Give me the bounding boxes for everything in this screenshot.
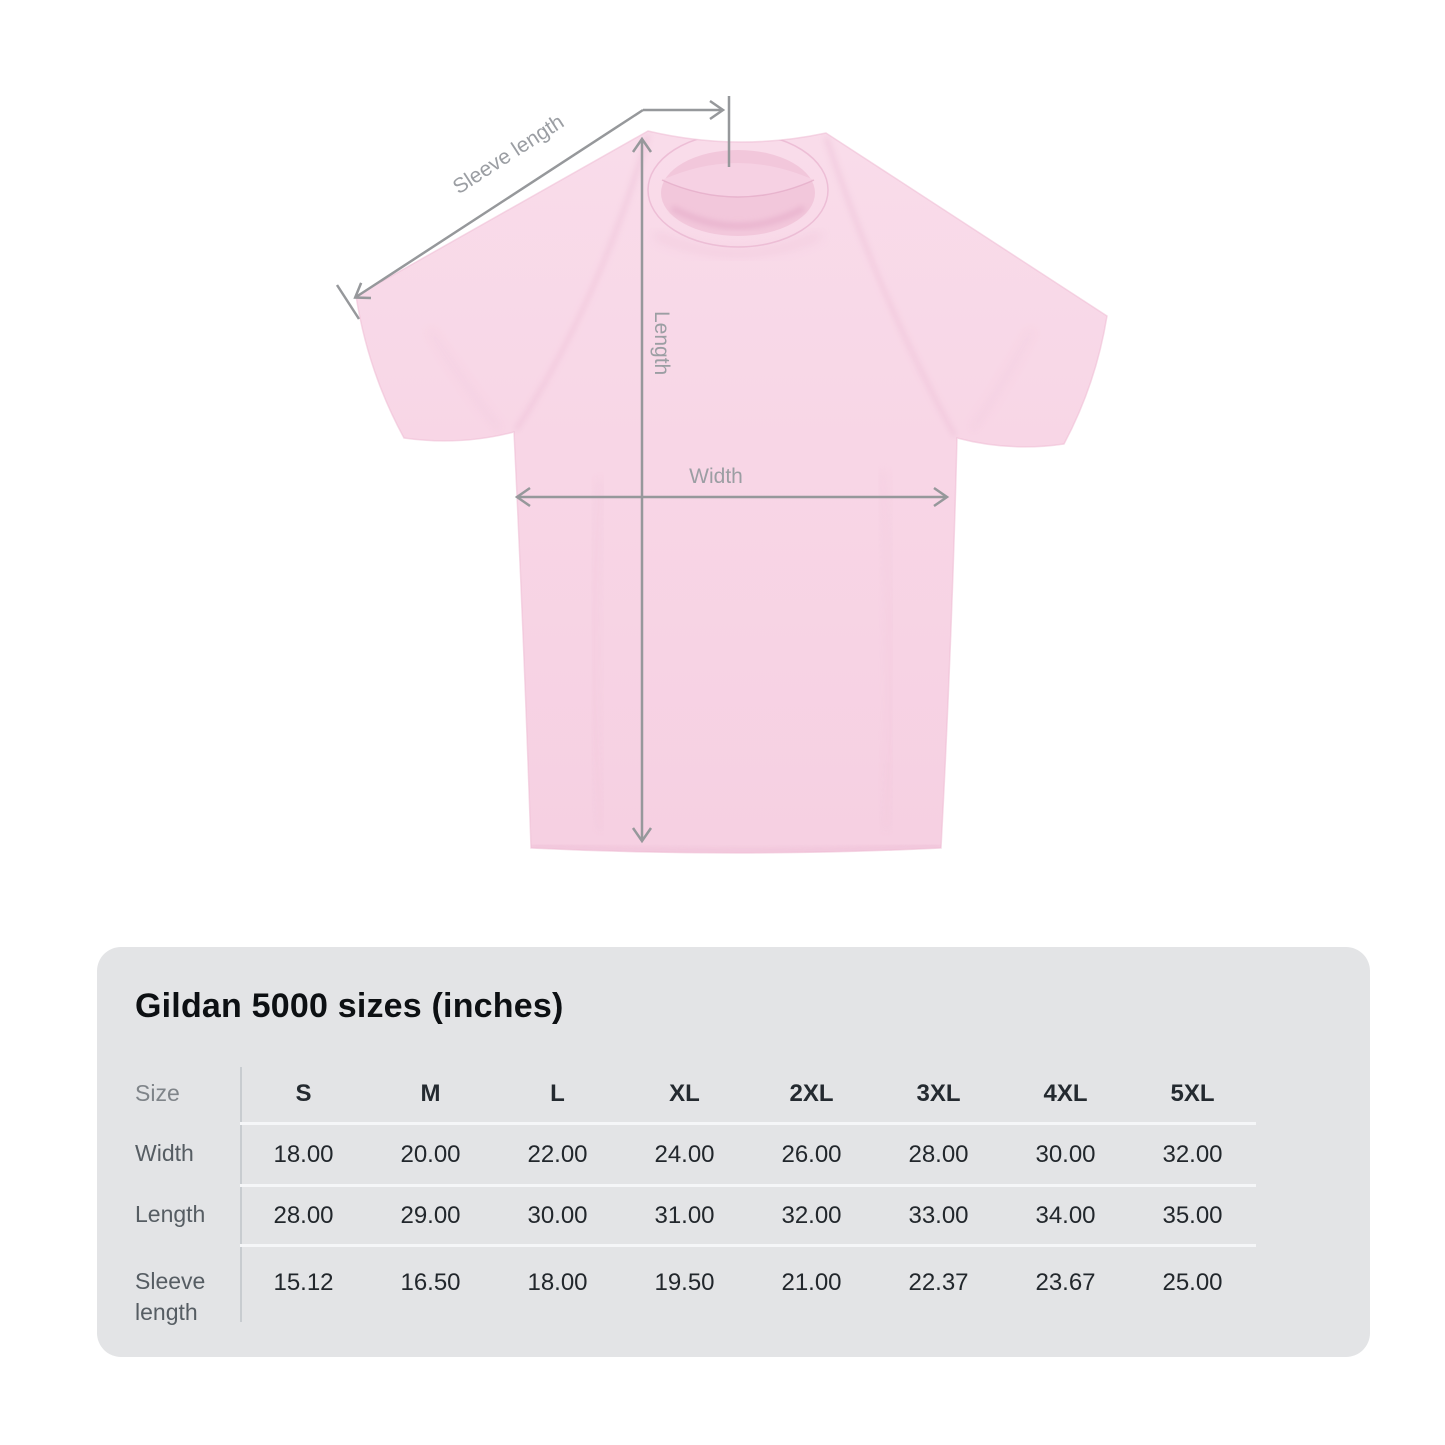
size-value-cell: 35.00 <box>1129 1184 1256 1244</box>
size-column-header: S <box>295 1079 312 1107</box>
row-label: Width <box>135 1139 194 1166</box>
table-corner-label: Size <box>135 1080 180 1106</box>
size-value-cell: 34.00 <box>1002 1184 1129 1244</box>
row-label: Sleeve length <box>135 1268 206 1325</box>
size-value-cell: 28.00 <box>875 1122 1002 1184</box>
size-column-header: L <box>550 1079 565 1107</box>
tshirt-body <box>355 130 1108 854</box>
size-column-header: M <box>420 1079 441 1107</box>
size-column-header: 5XL <box>1170 1079 1215 1107</box>
size-value-cell: 30.00 <box>494 1184 621 1244</box>
size-value-cell: 28.00 <box>240 1184 367 1244</box>
size-value-cell: 23.67 <box>1002 1244 1129 1340</box>
size-chart-card: Gildan 5000 sizes (inches) Size S M L XL 2XL 3… <box>97 947 1370 1357</box>
table-column-divider <box>240 1067 242 1322</box>
size-value-cell: 22.37 <box>875 1244 1002 1340</box>
size-value-cell: 33.00 <box>875 1184 1002 1244</box>
size-value-cell: 21.00 <box>748 1244 875 1340</box>
size-chart-table: Size S M L XL 2XL 3XL 4XL 5XL Width 18.00 20.00 22.0… <box>135 1065 1256 1340</box>
width-label: Width <box>689 465 743 488</box>
tshirt-collar <box>647 132 829 257</box>
size-value-cell: 16.50 <box>367 1244 494 1340</box>
measurement-arrows <box>335 96 950 844</box>
tshirt-illustration <box>355 130 1108 854</box>
size-value-cell: 15.12 <box>240 1244 367 1340</box>
size-chart-title: Gildan 5000 sizes (inches) <box>135 987 564 1025</box>
size-value-cell: 19.50 <box>621 1244 748 1340</box>
size-value-cell: 25.00 <box>1129 1244 1256 1340</box>
size-value-cell: 22.00 <box>494 1122 621 1184</box>
length-label: Length <box>650 311 673 375</box>
size-value-cell: 18.00 <box>494 1244 621 1340</box>
sleeve-arrow-diagonal <box>353 108 644 300</box>
size-column-header: 2XL <box>789 1079 834 1107</box>
size-value-cell: 29.00 <box>367 1184 494 1244</box>
tshirt-measurement-diagram: Sleeve length Length Width <box>335 96 1108 854</box>
size-value-cell: 31.00 <box>621 1184 748 1244</box>
size-column-header: 4XL <box>1043 1079 1088 1107</box>
size-column-header: 3XL <box>916 1079 961 1107</box>
size-value-cell: 32.00 <box>748 1184 875 1244</box>
size-value-cell: 24.00 <box>621 1122 748 1184</box>
size-value-cell: 20.00 <box>367 1122 494 1184</box>
sleeve-end-tick <box>335 284 361 320</box>
size-value-cell: 26.00 <box>748 1122 875 1184</box>
size-value-cell: 30.00 <box>1002 1122 1129 1184</box>
size-value-cell: 32.00 <box>1129 1122 1256 1184</box>
size-column-header: XL <box>669 1079 700 1107</box>
size-value-cell: 18.00 <box>240 1122 367 1184</box>
row-label: Length <box>135 1200 206 1227</box>
